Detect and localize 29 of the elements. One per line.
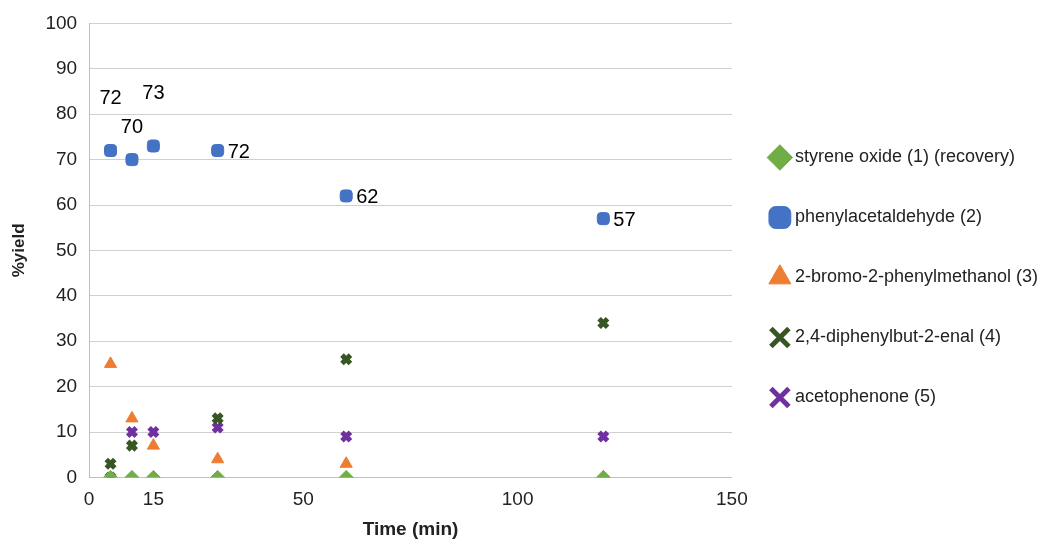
y-axis-title: %yield (8, 223, 28, 278)
y-tick-label: 20 (55, 374, 78, 396)
legend-label: styrene oxide (1) (recovery) (794, 146, 1015, 167)
x-tick-label: 150 (716, 488, 748, 510)
data-label: 57 (613, 208, 636, 231)
y-tick-label: 0 (66, 465, 78, 487)
y-tick-label: 90 (55, 57, 78, 79)
y-tick-label: 30 (55, 329, 78, 351)
legend-label: phenylacetaldehyde (2) (794, 206, 983, 227)
y-tick-label: 40 (55, 284, 78, 306)
x-tick-label: 100 (501, 488, 534, 510)
y-tick-label: 70 (55, 147, 78, 169)
x-tick-label: 15 (142, 488, 164, 510)
y-tick-label: 80 (55, 102, 78, 124)
y-tick-label: 60 (55, 193, 78, 215)
y-tick-label: 100 (45, 11, 78, 33)
data-label: 70 (120, 115, 144, 138)
legend-label: acetophenone (5) (794, 386, 936, 407)
data-label: 72 (227, 140, 250, 163)
data-label: 72 (99, 86, 122, 109)
data-label: 73 (142, 81, 165, 104)
x-axis-title: Time (min) (362, 517, 459, 539)
legend-label: 2-bromo-2-phenylmethanol (3) (794, 266, 1039, 287)
x-tick-label: 0 (83, 488, 95, 510)
legend-label: 2,4-diphenylbut-2-enal (4) (794, 326, 1002, 347)
y-tick-label: 10 (55, 420, 78, 442)
x-tick-label: 50 (292, 488, 314, 510)
y-tick-label: 50 (55, 238, 78, 260)
data-label: 62 (356, 185, 379, 208)
